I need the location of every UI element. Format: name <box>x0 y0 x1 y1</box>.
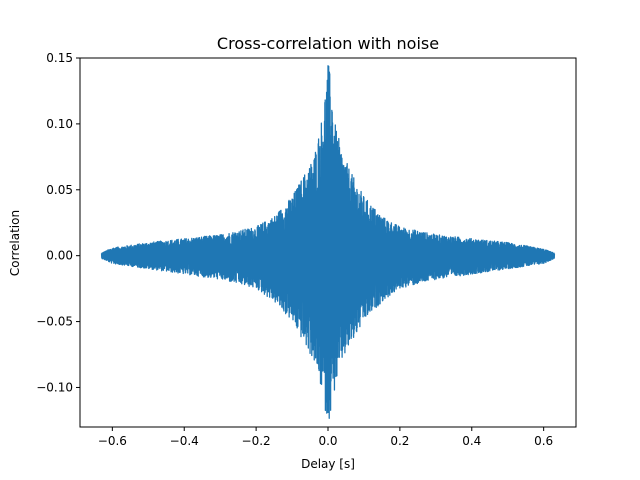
y-axis-label: Correlation <box>8 210 22 276</box>
x-tick-label: 0.0 <box>318 434 337 448</box>
plot-area <box>100 65 556 419</box>
y-tick-label: −0.10 <box>36 380 73 394</box>
y-tick-label: 0.05 <box>46 183 73 197</box>
x-tick-label: −0.6 <box>98 434 127 448</box>
axes-frame <box>79 57 577 428</box>
x-tick-label: −0.2 <box>242 434 271 448</box>
y-tick-label: −0.05 <box>36 315 73 329</box>
x-tick-label: −0.4 <box>170 434 199 448</box>
y-tick-label: 0.10 <box>46 117 73 131</box>
x-tick-label: 0.6 <box>534 434 553 448</box>
chart-title: Cross-correlation with noise <box>217 34 439 53</box>
y-tick-label: 0.15 <box>46 51 73 65</box>
x-axis-label: Delay [s] <box>301 457 355 471</box>
y-axis-ticks: −0.10 −0.05 0.00 0.05 0.10 0.15 <box>36 51 80 394</box>
y-tick-label: 0.00 <box>46 249 73 263</box>
x-axis-ticks: −0.6 −0.4 −0.2 0.0 0.2 0.4 0.6 <box>98 427 553 448</box>
correlation-series-line <box>100 65 556 419</box>
x-tick-label: 0.2 <box>390 434 409 448</box>
x-tick-label: 0.4 <box>462 434 481 448</box>
